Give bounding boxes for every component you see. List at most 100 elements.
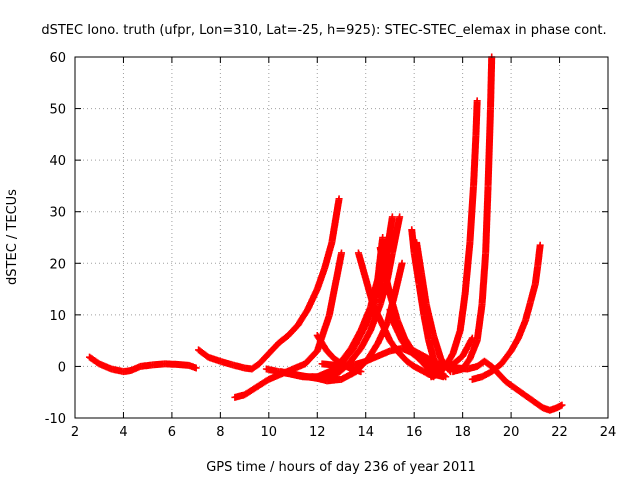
data-trace — [387, 338, 400, 354]
data-trace — [410, 251, 423, 286]
data-point — [338, 249, 345, 257]
data-trace — [276, 333, 291, 346]
data-trace — [285, 322, 301, 338]
x-tick-label: 18 — [454, 425, 471, 440]
y-axis-label: dSTEC / TECUs — [5, 189, 20, 285]
data-trace — [522, 300, 534, 322]
data-trace — [358, 328, 374, 351]
data-trace — [321, 240, 335, 271]
data-trace — [389, 214, 403, 255]
x-tick-label: 4 — [119, 425, 127, 440]
series-15 — [427, 97, 481, 381]
data-trace — [487, 55, 496, 111]
data-trace — [386, 307, 398, 328]
data-point — [536, 241, 544, 249]
series-18 — [468, 241, 544, 383]
data-trace — [328, 196, 343, 245]
data-trace — [533, 399, 545, 411]
data-trace — [379, 323, 393, 343]
data-trace — [473, 302, 486, 343]
data-point — [388, 213, 396, 221]
y-tick-label: 0 — [58, 360, 66, 375]
data-point — [335, 195, 343, 203]
data-trace — [449, 328, 464, 356]
data-trace — [482, 358, 494, 370]
data-trace — [362, 276, 377, 307]
data-trace — [196, 347, 211, 360]
data-trace — [525, 394, 538, 406]
plot-frame — [74, 56, 609, 419]
data-trace — [511, 384, 524, 395]
data-trace — [423, 302, 437, 338]
data-trace — [87, 354, 102, 367]
x-tick-label: 20 — [503, 425, 520, 440]
data-trace — [482, 184, 492, 255]
data-trace — [404, 358, 417, 370]
data-trace — [314, 266, 328, 292]
data-trace — [314, 333, 325, 346]
data-trace — [302, 348, 320, 367]
data-trace — [256, 351, 272, 367]
data-trace — [470, 132, 480, 188]
data-trace — [527, 281, 539, 304]
data-trace — [461, 240, 474, 297]
series-2 — [195, 195, 343, 373]
x-tick-label: 2 — [71, 425, 79, 440]
x-tick-label: 22 — [551, 425, 568, 440]
y-tick-label: 60 — [49, 51, 66, 66]
data-trace — [391, 261, 406, 297]
data-trace — [466, 184, 477, 245]
data-trace — [484, 106, 494, 188]
x-tick-label: 12 — [309, 425, 326, 440]
data-trace — [456, 292, 469, 333]
data-point — [396, 213, 404, 221]
data-trace — [534, 243, 544, 268]
data-trace — [532, 263, 541, 286]
data-trace — [370, 302, 386, 328]
data-trace — [515, 317, 529, 341]
y-tick-label: 30 — [49, 206, 66, 221]
data-trace — [249, 361, 262, 372]
data-trace — [478, 251, 489, 307]
data-trace — [304, 286, 321, 312]
data-trace — [459, 336, 476, 359]
x-tick-label: 14 — [357, 425, 374, 440]
data-trace — [326, 251, 345, 317]
y-tick-label: 20 — [49, 257, 66, 272]
data-trace — [266, 340, 281, 356]
y-tick-label: -10 — [45, 412, 66, 427]
data-marks — [86, 53, 566, 414]
data-trace — [554, 402, 565, 411]
data-trace — [472, 98, 481, 137]
data-point — [398, 259, 406, 267]
x-tick-label: 24 — [600, 425, 617, 440]
series-17 — [449, 53, 496, 376]
series-1 — [86, 353, 200, 376]
data-trace — [415, 282, 428, 317]
data-point — [379, 234, 387, 241]
y-tick-label: 10 — [49, 309, 66, 324]
data-trace — [504, 379, 516, 390]
data-trace — [467, 338, 481, 361]
data-trace — [392, 323, 405, 343]
x-tick-label: 8 — [216, 425, 224, 440]
data-point — [558, 401, 566, 409]
x-tick-label: 6 — [168, 425, 176, 440]
data-trace — [489, 361, 504, 375]
data-trace — [413, 240, 425, 276]
x-tick-label: 16 — [406, 425, 423, 440]
data-point — [442, 373, 450, 381]
data-trace — [254, 376, 271, 390]
data-trace — [355, 251, 369, 281]
data-point — [473, 97, 481, 105]
data-trace — [295, 307, 311, 328]
y-tick-label: 50 — [49, 103, 66, 118]
data-trace — [496, 371, 509, 385]
data-trace — [418, 271, 430, 307]
x-tick-label: 10 — [261, 425, 278, 440]
data-trace — [242, 384, 259, 398]
data-trace — [460, 356, 473, 372]
x-axis-label: GPS time / hours of day 236 of year 2011 — [206, 460, 476, 475]
data-point — [192, 364, 200, 372]
